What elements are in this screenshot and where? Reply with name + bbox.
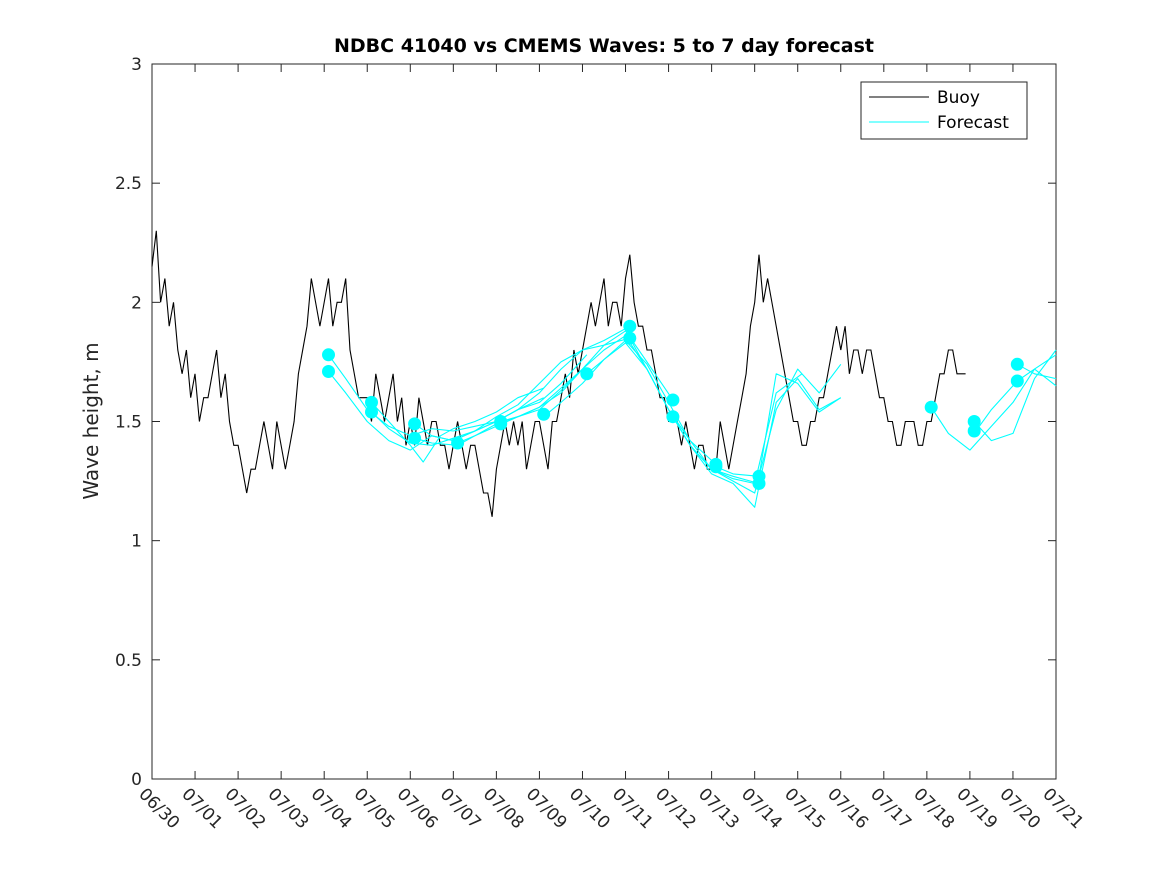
forecast-series-line bbox=[1017, 363, 1057, 380]
forecast-series-line bbox=[973, 349, 1057, 442]
forecast-start-point bbox=[924, 400, 938, 414]
forecast-start-point bbox=[322, 348, 335, 362]
forecast-start-point bbox=[666, 393, 680, 407]
forecast-start-point bbox=[494, 417, 508, 431]
forecast-series-line bbox=[629, 337, 842, 494]
x-tick-label: 07/04 bbox=[307, 784, 356, 833]
forecast-start-point bbox=[322, 365, 335, 378]
x-tick-label: 07/03 bbox=[264, 784, 313, 833]
x-tick-label: 07/21 bbox=[1038, 784, 1087, 833]
forecast-start-point bbox=[580, 367, 594, 381]
legend-label-forecast: Forecast bbox=[937, 113, 1009, 133]
x-tick-label: 07/10 bbox=[565, 784, 614, 833]
forecast-start-point bbox=[752, 477, 766, 490]
x-tick-label: 07/13 bbox=[694, 784, 743, 833]
forecast-start-point bbox=[1010, 357, 1024, 371]
x-tick-label: 07/07 bbox=[436, 784, 485, 833]
y-axis-label: Wave height, m bbox=[79, 342, 103, 499]
y-tick-label: 1 bbox=[131, 532, 142, 552]
legend: Buoy Forecast bbox=[860, 81, 1028, 140]
x-axis-tick-labels: 06/3007/0107/0207/0307/0407/0507/0607/07… bbox=[134, 784, 1087, 833]
forecast-start-point bbox=[537, 407, 551, 421]
buoy-series-line bbox=[151, 230, 966, 517]
plot-area bbox=[151, 63, 1057, 780]
x-tick-label: 07/14 bbox=[737, 784, 786, 833]
axis-ticks bbox=[151, 63, 1057, 780]
x-tick-label: 07/05 bbox=[350, 784, 399, 833]
x-tick-label: 07/17 bbox=[866, 784, 915, 833]
x-tick-label: 07/09 bbox=[522, 784, 571, 833]
forecast-series-line bbox=[672, 378, 842, 508]
forecast-start-point bbox=[365, 405, 378, 419]
x-tick-label: 07/16 bbox=[823, 784, 872, 833]
forecast-start-point bbox=[623, 331, 637, 345]
y-axis-tick-labels: 0 0.5 1 1.5 2 2.5 3 bbox=[115, 55, 142, 790]
forecast-start-point bbox=[408, 431, 422, 445]
forecast-start-point bbox=[408, 417, 422, 431]
y-tick-label: 1.5 bbox=[115, 413, 142, 433]
legend-box bbox=[860, 81, 1028, 140]
y-tick-label: 0 bbox=[131, 770, 142, 790]
x-tick-label: 07/19 bbox=[952, 784, 1001, 833]
y-tick-label: 0.5 bbox=[115, 651, 142, 671]
forecast-series-line bbox=[371, 387, 544, 463]
forecast-start-point bbox=[623, 319, 637, 333]
y-tick-label: 3 bbox=[131, 55, 142, 75]
x-tick-label: 07/15 bbox=[780, 784, 829, 833]
legend-label-buoy: Buoy bbox=[937, 88, 980, 108]
forecast-start-point bbox=[1010, 374, 1024, 388]
forecast-start-point bbox=[365, 395, 378, 409]
x-tick-label: 07/01 bbox=[178, 784, 227, 833]
x-tick-label: 07/08 bbox=[479, 784, 528, 833]
x-tick-label: 07/20 bbox=[995, 784, 1044, 833]
x-tick-label: 06/30 bbox=[134, 784, 183, 833]
x-tick-label: 07/18 bbox=[909, 784, 958, 833]
x-tick-label: 07/11 bbox=[608, 784, 657, 833]
forecast-start-point bbox=[967, 424, 981, 438]
x-tick-label: 07/12 bbox=[651, 784, 700, 833]
x-tick-label: 07/06 bbox=[393, 784, 442, 833]
y-tick-label: 2.5 bbox=[115, 174, 142, 194]
series-layer bbox=[151, 230, 1057, 517]
chart-title: NDBC 41040 vs CMEMS Waves: 5 to 7 day fo… bbox=[334, 35, 874, 57]
forecast-start-point bbox=[967, 415, 981, 428]
forecast-series-line bbox=[586, 339, 803, 485]
forecast-start-point bbox=[451, 436, 465, 450]
x-tick-label: 07/02 bbox=[221, 784, 270, 833]
forecast-start-point bbox=[666, 410, 680, 424]
forecast-start-point bbox=[709, 460, 723, 474]
forecast-series-line bbox=[715, 373, 842, 477]
y-tick-label: 2 bbox=[131, 293, 142, 313]
